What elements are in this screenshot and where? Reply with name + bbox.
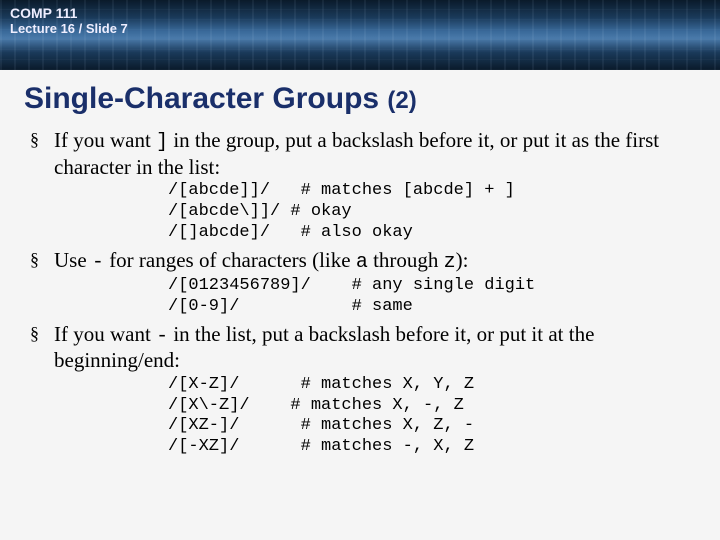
title-suffix: (2) [387, 87, 416, 114]
code-block-3: /[X-Z]/ # matches X, Y, Z /[X\-Z]/ # mat… [168, 375, 692, 458]
bullet-2: Use - for ranges of characters (like a t… [28, 248, 692, 275]
code-block-2: /[0123456789]/ # any single digit /[0-9]… [168, 276, 692, 317]
bullet-list: If you want ] in the group, put a backsl… [28, 128, 692, 179]
b2-mid: for ranges of characters (like [104, 248, 356, 272]
b2-code1: - [92, 251, 104, 274]
slide-header: COMP 111 Lecture 16 / Slide 7 [0, 0, 720, 70]
bullet-list-3: If you want - in the list, put a backsla… [28, 322, 692, 373]
lecture-location: Lecture 16 / Slide 7 [10, 21, 720, 36]
course-code: COMP 111 [10, 6, 720, 21]
title-main: Single-Character Groups [24, 82, 387, 115]
b1-code: ] [156, 131, 168, 154]
bullet-3: If you want - in the list, put a backsla… [28, 322, 692, 373]
b2-code2: a [356, 251, 368, 274]
slide-title: Single-Character Groups (2) [0, 70, 720, 122]
b2-post: ): [456, 248, 469, 272]
b3-pre: If you want [54, 322, 156, 346]
slide-content: If you want ] in the group, put a backsl… [0, 122, 720, 458]
code-block-1: /[abcde]]/ # matches [abcde] + ] /[abcde… [168, 181, 692, 243]
b2-mid2: through [368, 248, 444, 272]
b1-pre: If you want [54, 128, 156, 152]
b2-code3: z [444, 251, 456, 274]
b2-pre: Use [54, 248, 92, 272]
b3-code: - [156, 325, 168, 348]
bullet-1: If you want ] in the group, put a backsl… [28, 128, 692, 179]
bullet-list-2: Use - for ranges of characters (like a t… [28, 248, 692, 275]
